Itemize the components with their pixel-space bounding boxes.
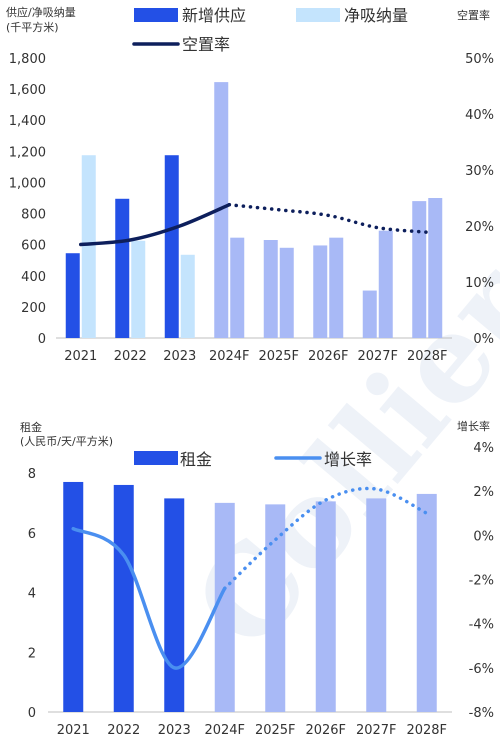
bottom-x-tick-label: 2028F [406,723,447,738]
top-y-tick-label: 1,200 [9,145,46,160]
legend-swatch-new-supply [134,8,178,22]
top-y-tick-label: 1,000 [9,176,46,191]
rent-bar [366,498,387,712]
new-supply-bar [313,245,328,338]
top-y2-tick-label: 0% [473,332,494,347]
bottom-y2-tick-label: 2% [473,485,494,500]
top-y2-tick-label: 50% [465,52,494,67]
bottom-x-tick-label: 2026F [305,723,346,738]
bottom-y2-axis-title: 增长率 [457,419,490,433]
bottom-y-tick-label: 2 [28,646,36,661]
bottom-x-tick-label: 2024F [204,723,245,738]
legend-label-vacancy-rate: 空置率 [182,35,230,54]
rent-growth-plot: 0 2 4 6 8 -8% -6% -4% -2% 0% 2% 4% 2021 2022 2023 2024F… [28,441,494,738]
legend-label-rent: 租金 [180,450,212,469]
top-x-tick-label: 2028F [407,349,448,364]
bottom-y-tick-label: 4 [28,587,36,602]
top-x-tick-label: 2024F [209,349,250,364]
rent-bar [164,498,185,712]
vacancy-rate-line-actual [79,202,232,247]
bottom-y-tick-label: 0 [28,706,36,721]
net-absorption-bar [279,247,294,338]
bottom-x-tick-label: 2023 [158,723,191,738]
top-y2-tick-label: 10% [465,276,494,291]
legend-swatch-rent [134,451,178,465]
top-y2-axis-title: 空置率 [457,8,490,22]
net-absorption-bar [378,230,393,338]
bottom-y2-tick-label: -8% [469,706,494,721]
top-y-tick-label: 200 [21,301,46,316]
top-x-tick-label: 2022 [114,349,147,364]
top-y-tick-label: 1,800 [9,52,46,67]
bottom-y2-tick-label: -2% [469,574,494,589]
net-absorption-bar [81,155,96,338]
top-y2-tick-label: 20% [465,220,494,235]
rent-bar [63,481,84,712]
legend-label-growth-rate: 增长率 [324,450,372,469]
top-y-tick-label: 600 [21,239,46,254]
rent-bar [113,484,134,712]
legend-label-new-supply: 新增供应 [182,6,246,25]
new-supply-bar [115,198,130,338]
bottom-x-tick-label: 2027F [356,723,397,738]
top-y-axis-title-line1: 供应/净吸纳量 [6,5,76,19]
top-y-tick-label: 1,400 [9,114,46,129]
net-absorption-bar [230,237,245,338]
bottom-y2-tick-label: 0% [473,529,494,544]
rent-bar [315,501,336,712]
bottom-y2-tick-label: -6% [469,662,494,677]
bottom-y-axis-title-line2: (人民币/天/平方米) [20,434,113,448]
net-absorption-bar [329,237,344,338]
bottom-y-tick-label: 6 [28,527,36,542]
rent-bar [265,504,286,712]
net-absorption-bar [131,240,146,338]
top-x-tick-label: 2025F [258,349,299,364]
bottom-x-tick-label: 2025F [255,723,296,738]
top-x-tick-label: 2026F [308,349,349,364]
top-x-tick-label: 2023 [163,349,196,364]
top-y-tick-label: 1,600 [9,83,46,98]
bottom-y-axis-title-line1: 租金 [20,420,42,434]
top-y-tick-label: 0 [38,332,46,347]
net-absorption-bar [428,198,443,338]
net-absorption-bar [180,254,195,338]
legend-label-net-absorption: 净吸纳量 [344,6,408,25]
growth-rate-line-forecast [223,486,429,591]
top-x-tick-label: 2027F [357,349,398,364]
growth-rate-line-actual [71,526,227,670]
rent-bar [214,502,235,712]
top-y-tick-label: 400 [21,270,46,285]
top-y-tick-label: 800 [21,208,46,223]
top-y2-tick-label: 30% [465,164,494,179]
vacancy-rate-line-forecast [227,202,430,234]
legend-swatch-net-absorption [296,8,340,22]
new-supply-bar [164,155,179,338]
new-supply-bar [362,290,377,338]
rent-bar [416,493,437,712]
new-supply-bar [263,240,278,338]
new-supply-bar [412,201,427,338]
bottom-y2-tick-label: 4% [473,441,494,456]
top-x-tick-label: 2021 [64,349,97,364]
bottom-y2-tick-label: -4% [469,618,494,633]
new-supply-bar [65,253,80,338]
bottom-y-tick-label: 8 [28,467,36,482]
top-y-axis-title-line2: (千平方米) [6,20,59,34]
bottom-x-tick-label: 2022 [107,723,140,738]
supply-absorption-plot: 0 200 400 600 800 1,000 1,200 1,400 1,600 1,800 0%… [9,52,494,364]
bottom-x-tick-label: 2021 [57,723,90,738]
top-y2-tick-label: 40% [465,108,494,123]
